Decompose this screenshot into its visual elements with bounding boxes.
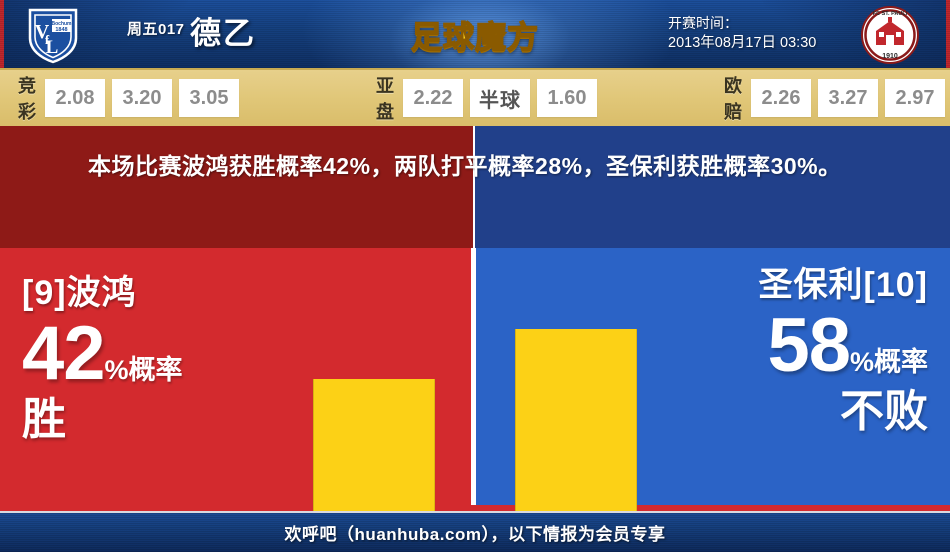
header-light-beam [350, 0, 610, 68]
probability-summary-text: 本场比赛波鸿获胜概率42%，两队打平概率28%，圣保利获胜概率30%。 [88, 153, 842, 179]
panel-divider [471, 248, 476, 511]
site-footer: 欢呼吧（huanhuba.com），以下情报为会员专享 [0, 511, 950, 552]
svg-text:Bochum: Bochum [52, 21, 73, 27]
away-team-name: 圣保利[10] [758, 266, 928, 304]
svg-text:L: L [46, 37, 59, 58]
odds-group-european: 欧赔 2.26 3.27 2.97 [724, 72, 950, 124]
home-percentage-row: 42%概率 [22, 316, 282, 392]
brand-logo-text: 足球魔方 [410, 19, 539, 56]
banner-divider [473, 126, 475, 248]
footer-accent-strip [0, 505, 950, 511]
home-percentage-value: 42 [22, 311, 106, 396]
home-team-block: [9]波鸿 42%概率 胜 [22, 272, 282, 446]
odds-group-label: 竞彩 [18, 76, 37, 122]
away-probability-bar [515, 329, 637, 511]
kickoff-info: 开赛时间： 2013年08月17日 03:30 [668, 13, 816, 53]
odds-value-home[interactable]: 2.26 [751, 79, 811, 117]
odds-handicap[interactable]: 半球 [470, 79, 530, 117]
banner-right-background [474, 126, 950, 248]
probability-chart: [9]波鸿 42%概率 胜 圣保利[10] 58%概率 不败 [0, 248, 950, 511]
away-verdict: 不败 [840, 387, 928, 436]
round-label: 周五017 [127, 21, 185, 38]
odds-bar: 竞彩 2.08 3.20 3.05 亚盘 2.22 半球 1.60 欧赔 2.2… [0, 68, 950, 126]
odds-group-label: 亚盘 [376, 76, 395, 122]
svg-text:FC ST. PAULI: FC ST. PAULI [873, 11, 908, 17]
odds-value-away[interactable]: 3.05 [179, 79, 239, 117]
probability-banner: 本场比赛波鸿获胜概率42%，两队打平概率28%，圣保利获胜概率30%。 [0, 126, 950, 248]
home-verdict: 胜 [22, 395, 66, 444]
kickoff-time: 2013年08月17日 03:30 [668, 35, 817, 51]
fc-st-pauli-crest-icon: FC ST. PAULI 1910 [860, 5, 920, 65]
odds-value-away[interactable]: 2.97 [885, 79, 945, 117]
odds-value-away[interactable]: 1.60 [537, 79, 597, 117]
footer-text: 欢呼吧（huanhuba.com），以下情报为会员专享 [284, 525, 666, 544]
header-edge-right [946, 0, 950, 68]
banner-left-background [0, 126, 474, 248]
svg-text:1910: 1910 [882, 53, 898, 60]
home-percentage-suffix: %概率 [104, 355, 183, 385]
odds-group-jingcai: 竞彩 2.08 3.20 3.05 [18, 72, 246, 124]
home-team-name: [9]波鸿 [22, 274, 137, 312]
svg-text:f: f [45, 32, 50, 47]
odds-value-home[interactable]: 2.22 [403, 79, 463, 117]
svg-text:V: V [35, 21, 50, 43]
match-header: V f L Bochum 1848 周五017 德乙 足球魔方 开赛时间： 20… [0, 0, 950, 68]
away-team-block: 圣保利[10] 58%概率 不败 [638, 264, 928, 438]
league-name: 德乙 [190, 16, 256, 51]
odds-value-draw[interactable]: 3.27 [818, 79, 878, 117]
svg-text:1848: 1848 [55, 27, 67, 33]
away-percentage-row: 58%概率 [638, 308, 928, 384]
odds-group-label: 欧赔 [724, 76, 743, 122]
brand-logo: 足球魔方 [400, 12, 550, 56]
away-panel: 圣保利[10] 58%概率 不败 [474, 248, 950, 511]
odds-group-asian: 亚盘 2.22 半球 1.60 [376, 72, 604, 124]
odds-value-home[interactable]: 2.08 [45, 79, 105, 117]
home-probability-bar [313, 379, 435, 511]
away-percentage-value: 58 [767, 303, 851, 388]
home-panel: [9]波鸿 42%概率 胜 [0, 248, 474, 511]
header-edge-left [0, 0, 4, 68]
kickoff-label: 开赛时间： [668, 15, 738, 31]
away-percentage-suffix: %概率 [849, 347, 928, 377]
vfl-bochum-crest-icon: V f L Bochum 1848 [22, 4, 84, 66]
odds-value-draw[interactable]: 3.20 [112, 79, 172, 117]
